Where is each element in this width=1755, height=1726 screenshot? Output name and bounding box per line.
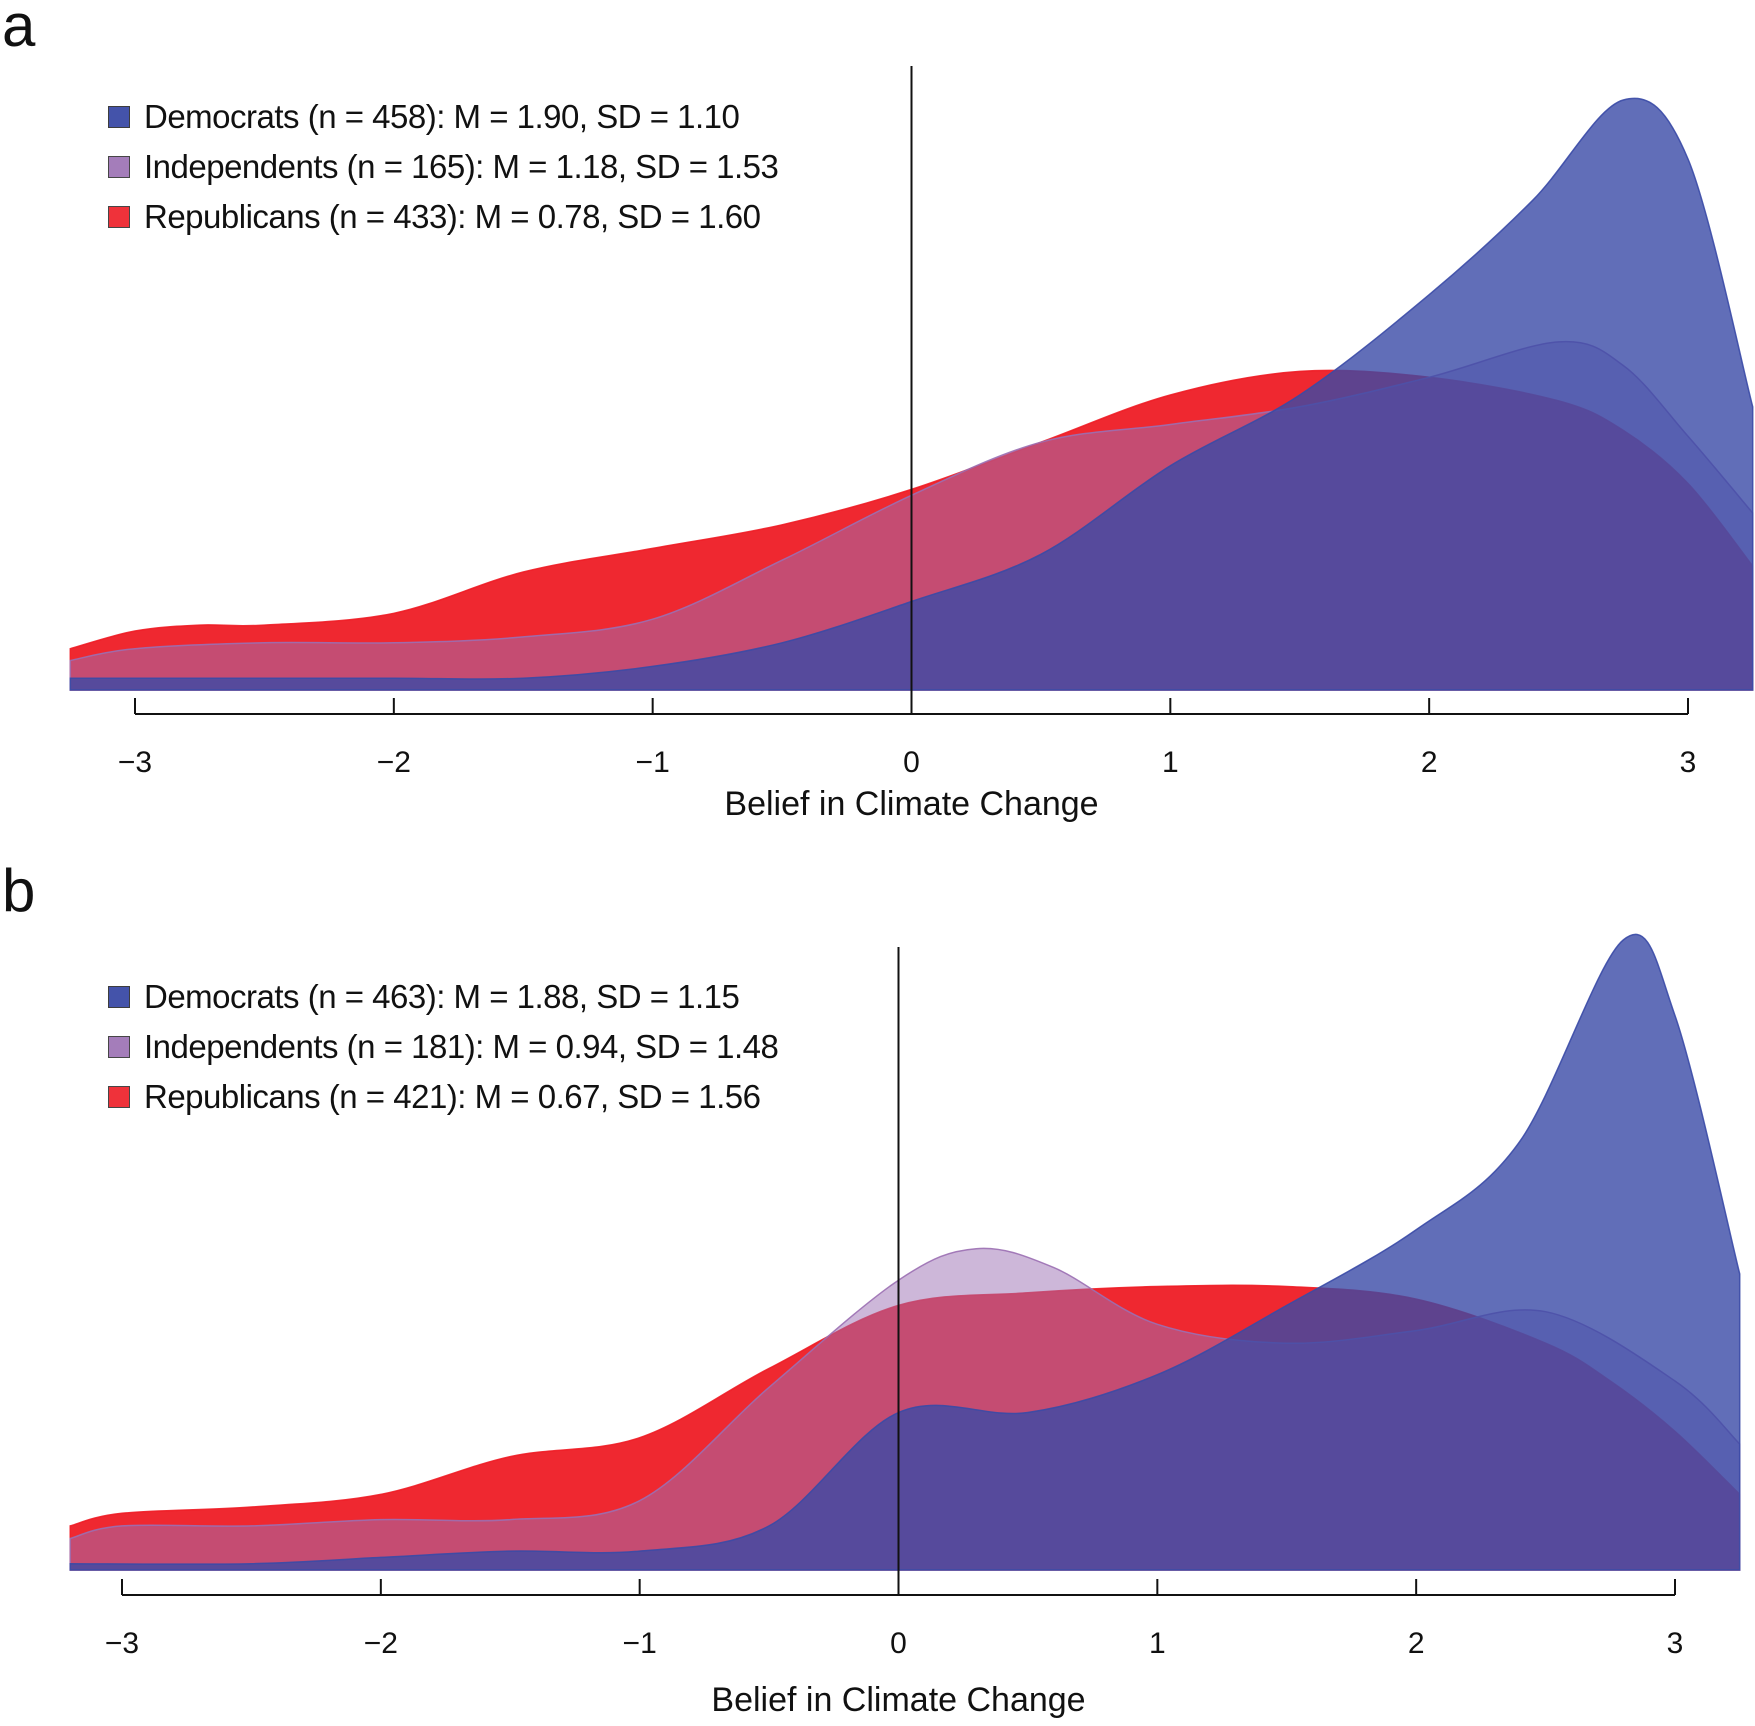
x-tick-label: 3 <box>1680 746 1697 779</box>
x-tick-label: 0 <box>903 746 920 779</box>
x-tick-label: −2 <box>377 746 411 779</box>
density-area-democrats <box>69 97 1754 691</box>
panel-a: a −3 −2 −1 0 1 2 3 Belief in Climate Change Dem… <box>0 0 1755 845</box>
legend-item-democrats: Democrats (n = 463): M = 1.88, SD = 1.15 <box>108 972 778 1022</box>
legend-item-democrats: Democrats (n = 458): M = 1.90, SD = 1.10 <box>108 92 778 142</box>
legend-label: Independents (n = 181): M = 0.94, SD = 1… <box>144 1028 779 1065</box>
legend-swatch-independents <box>108 156 130 178</box>
x-tick-label: 2 <box>1408 1627 1425 1660</box>
panel-b: b −3 −2 −1 0 1 2 3 Belief in Climate Change Dem… <box>0 845 1755 1726</box>
legend-label: Independents (n = 165): M = 1.18, SD = 1… <box>144 148 779 185</box>
x-tick-label: −3 <box>118 746 152 779</box>
legend-label: Democrats (n = 458): M = 1.90, SD = 1.10 <box>144 98 740 135</box>
density-plot-b: −3 −2 −1 0 1 2 3 Belief in Climate Change <box>69 933 1741 1719</box>
legend-item-independents: Independents (n = 181): M = 0.94, SD = 1… <box>108 1022 779 1072</box>
x-tick-label: −2 <box>364 1627 398 1660</box>
legend-label: Democrats (n = 463): M = 1.88, SD = 1.15 <box>144 978 740 1015</box>
legend-label: Republicans (n = 433): M = 0.78, SD = 1.… <box>144 198 761 235</box>
legend-item-independents: Independents (n = 165): M = 1.18, SD = 1… <box>108 142 779 192</box>
x-tick-label: 1 <box>1162 746 1179 779</box>
legend: Democrats (n = 458): M = 1.90, SD = 1.10… <box>108 92 779 242</box>
legend-swatch-republicans <box>108 1086 130 1108</box>
legend-swatch-republicans <box>108 206 130 228</box>
x-tick-label: 1 <box>1149 1627 1166 1660</box>
legend-item-republicans: Republicans (n = 433): M = 0.78, SD = 1.… <box>108 192 778 242</box>
x-tick-label: −1 <box>623 1627 657 1660</box>
x-axis-title: Belief in Climate Change <box>711 1681 1085 1719</box>
x-tick-label: −3 <box>105 1627 139 1660</box>
legend-swatch-independents <box>108 1036 130 1058</box>
x-tick-label: 2 <box>1421 746 1438 779</box>
x-tick-label: 3 <box>1667 1627 1684 1660</box>
legend-label: Republicans (n = 421): M = 0.67, SD = 1.… <box>144 1078 761 1115</box>
x-tick-label: 0 <box>890 1627 907 1660</box>
legend-swatch-democrats <box>108 106 130 128</box>
density-area-democrats <box>69 933 1741 1571</box>
legend: Democrats (n = 463): M = 1.88, SD = 1.15… <box>108 972 779 1122</box>
legend-item-republicans: Republicans (n = 421): M = 0.67, SD = 1.… <box>108 1072 778 1122</box>
x-tick-label: −1 <box>636 746 670 779</box>
legend-swatch-democrats <box>108 986 130 1008</box>
x-axis-title: Belief in Climate Change <box>724 785 1098 823</box>
panel-label: b <box>2 857 36 924</box>
panel-label: a <box>2 0 36 59</box>
density-plot-a: −3 −2 −1 0 1 2 3 Belief in Climate Change <box>69 66 1754 823</box>
